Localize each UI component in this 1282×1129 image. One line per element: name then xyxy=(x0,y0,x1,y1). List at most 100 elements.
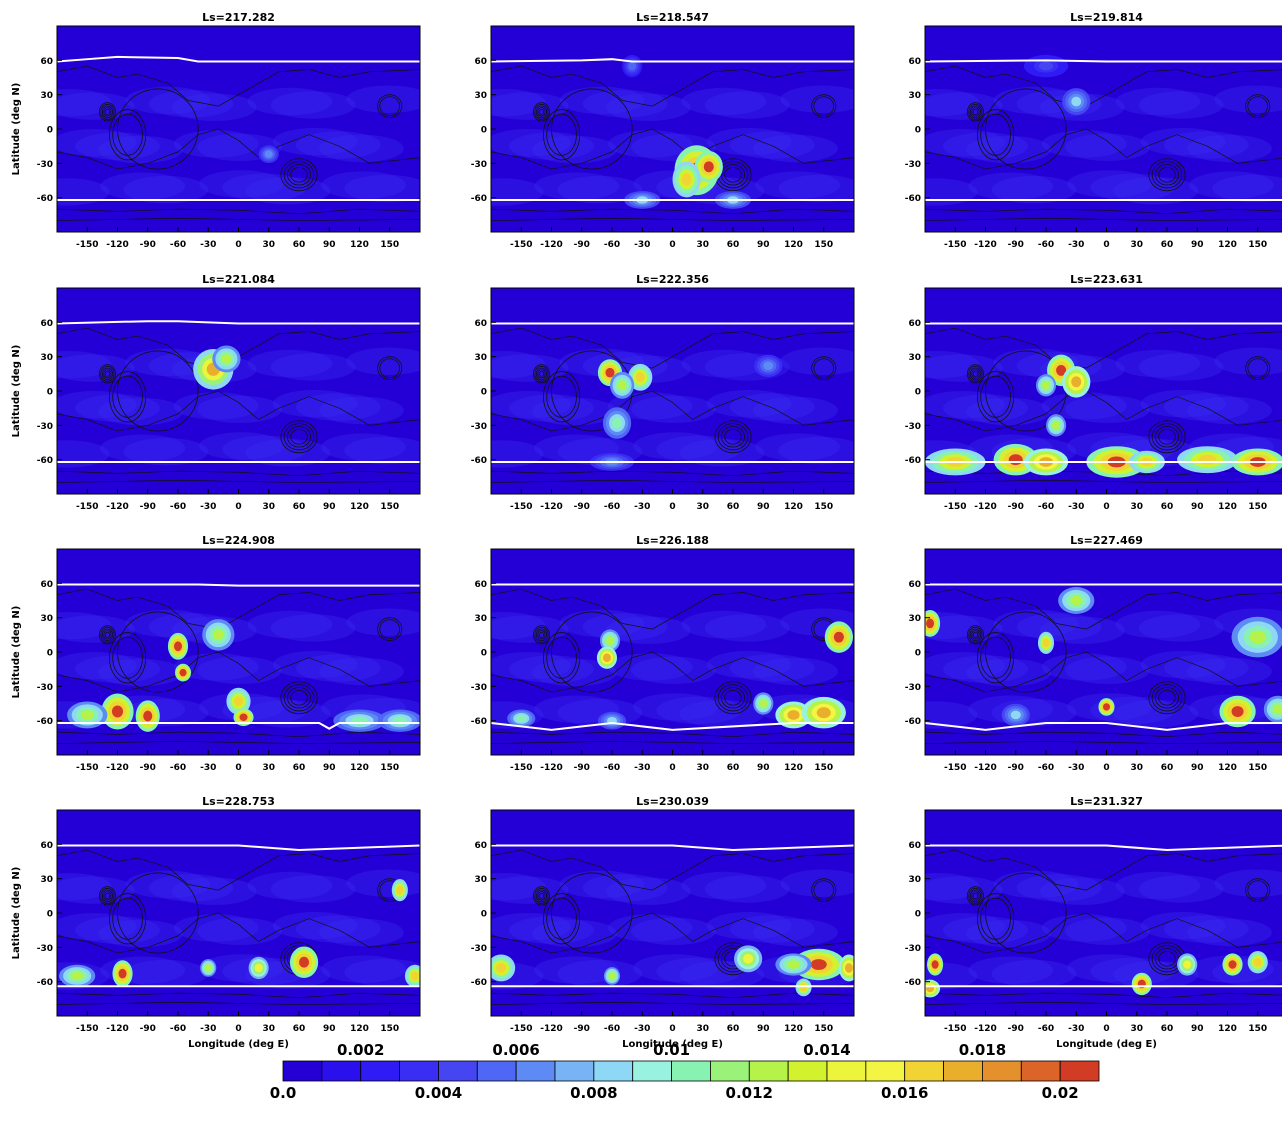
topography-contour xyxy=(1151,161,1183,189)
x-tick-label: 60 xyxy=(1161,763,1174,773)
colorbar-label-bottom: 0.016 xyxy=(881,1084,928,1102)
y-tick-label: -60 xyxy=(37,978,53,988)
topography-contour xyxy=(532,102,550,122)
colorbar-label-top: 0.018 xyxy=(959,1041,1006,1059)
topography-contour xyxy=(491,479,854,483)
x-axis-label: Longitude (deg E) xyxy=(188,1039,289,1050)
dust-blob xyxy=(1070,595,1083,606)
topography-contour xyxy=(280,158,318,192)
x-axis-label: Longitude (deg E) xyxy=(622,1039,723,1050)
x-tick-label: 150 xyxy=(380,240,399,250)
topography-contour xyxy=(1247,96,1269,116)
topography-contour xyxy=(538,892,545,899)
topography-contour xyxy=(100,887,115,904)
background-patch xyxy=(491,440,544,468)
dust-blob xyxy=(1253,957,1262,967)
background-patch xyxy=(780,347,854,375)
x-tick-label: 120 xyxy=(350,763,369,773)
x-tick-label: 60 xyxy=(1161,240,1174,250)
panel-title: Ls=231.327 xyxy=(1070,795,1143,808)
topography-contour xyxy=(379,358,401,378)
dust-blob xyxy=(635,372,645,383)
colorbar-label-top: 0.006 xyxy=(492,1041,539,1059)
dust-blob xyxy=(496,963,507,973)
topography-contour xyxy=(977,109,1015,161)
topography-contour xyxy=(925,217,1282,221)
topography-contour xyxy=(985,872,1067,954)
background-patch xyxy=(993,609,1079,638)
background-patch xyxy=(1041,130,1127,158)
topography-contour xyxy=(101,367,113,381)
y-tick-label: -60 xyxy=(471,456,487,466)
topography-contour xyxy=(286,164,312,186)
topography-contour xyxy=(290,429,308,445)
x-tick-label: -30 xyxy=(1068,763,1084,773)
x-tick-label: -60 xyxy=(1038,763,1054,773)
background-patch xyxy=(1041,653,1127,681)
colorbar-swatch xyxy=(515,1060,556,1082)
topography-contour xyxy=(543,893,581,945)
topography-contour xyxy=(491,740,854,744)
background-patch xyxy=(1140,389,1226,418)
topography-contour xyxy=(491,731,854,738)
background-patch xyxy=(943,655,1028,683)
background-patch xyxy=(943,132,1028,160)
south-cap-edge xyxy=(57,721,420,730)
colorbar-label-bottom: 0.012 xyxy=(726,1084,773,1102)
background-patch xyxy=(1163,393,1249,421)
background-patch xyxy=(491,88,546,117)
background-patch xyxy=(197,917,282,946)
x-tick-label: -30 xyxy=(1068,1024,1084,1034)
background-patch xyxy=(491,129,571,157)
background-patch xyxy=(729,654,815,682)
x-tick-label: 90 xyxy=(1191,502,1204,512)
background-patch xyxy=(991,175,1077,204)
topography-contour xyxy=(280,420,318,454)
colorbar-swatch xyxy=(554,1060,595,1082)
north-cap-edge xyxy=(57,583,420,587)
background-patch xyxy=(1187,918,1272,947)
background-patch xyxy=(171,877,257,905)
dust-blob xyxy=(71,971,84,981)
y-tick-label: 60 xyxy=(474,841,487,851)
background-patch xyxy=(706,389,792,418)
background-patch xyxy=(100,172,186,200)
dust-blob xyxy=(1052,421,1061,430)
y-tick-label: -30 xyxy=(905,944,921,954)
y-tick-label: 0 xyxy=(915,649,921,659)
y-tick-label: 60 xyxy=(474,57,487,67)
x-tick-label: -30 xyxy=(200,763,216,773)
colorbar-swatch xyxy=(476,1060,517,1082)
dust-blob xyxy=(1102,703,1111,711)
colorbar-swatch xyxy=(710,1060,750,1082)
x-tick-label: 150 xyxy=(380,763,399,773)
topography-contour xyxy=(977,893,1015,945)
topography-contour xyxy=(103,107,112,117)
topography-contour xyxy=(966,625,984,645)
background-patch xyxy=(1115,871,1201,900)
dust-blob xyxy=(204,964,212,972)
dust-blob xyxy=(605,367,615,378)
dust-blob xyxy=(254,963,263,973)
x-tick-label: -30 xyxy=(634,240,650,250)
x-tick-label: -150 xyxy=(944,502,967,512)
y-axis-label: Latitude (deg N) xyxy=(11,606,22,699)
topography-contour xyxy=(98,886,116,906)
x-tick-label: 120 xyxy=(784,240,803,250)
x-tick-label: 0 xyxy=(1103,1024,1109,1034)
background-patch xyxy=(780,869,854,897)
background-patch xyxy=(75,655,160,683)
x-tick-label: 30 xyxy=(1130,1024,1143,1034)
topography-contour xyxy=(491,1001,854,1005)
dust-blob xyxy=(410,971,419,981)
dust-blob xyxy=(931,960,939,969)
map-panel: Ls=219.814 60 30 0 -30 -60 -150 -120 -90 -60 -30 0 3… xyxy=(905,11,1282,250)
background-patch xyxy=(755,433,840,461)
background-patch xyxy=(346,85,420,113)
background-patch xyxy=(123,175,209,204)
topography-contour xyxy=(968,887,983,904)
background-patch xyxy=(1187,396,1272,425)
y-tick-label: -60 xyxy=(905,717,921,727)
x-tick-label: -120 xyxy=(106,240,129,250)
topography-contour xyxy=(813,880,835,900)
